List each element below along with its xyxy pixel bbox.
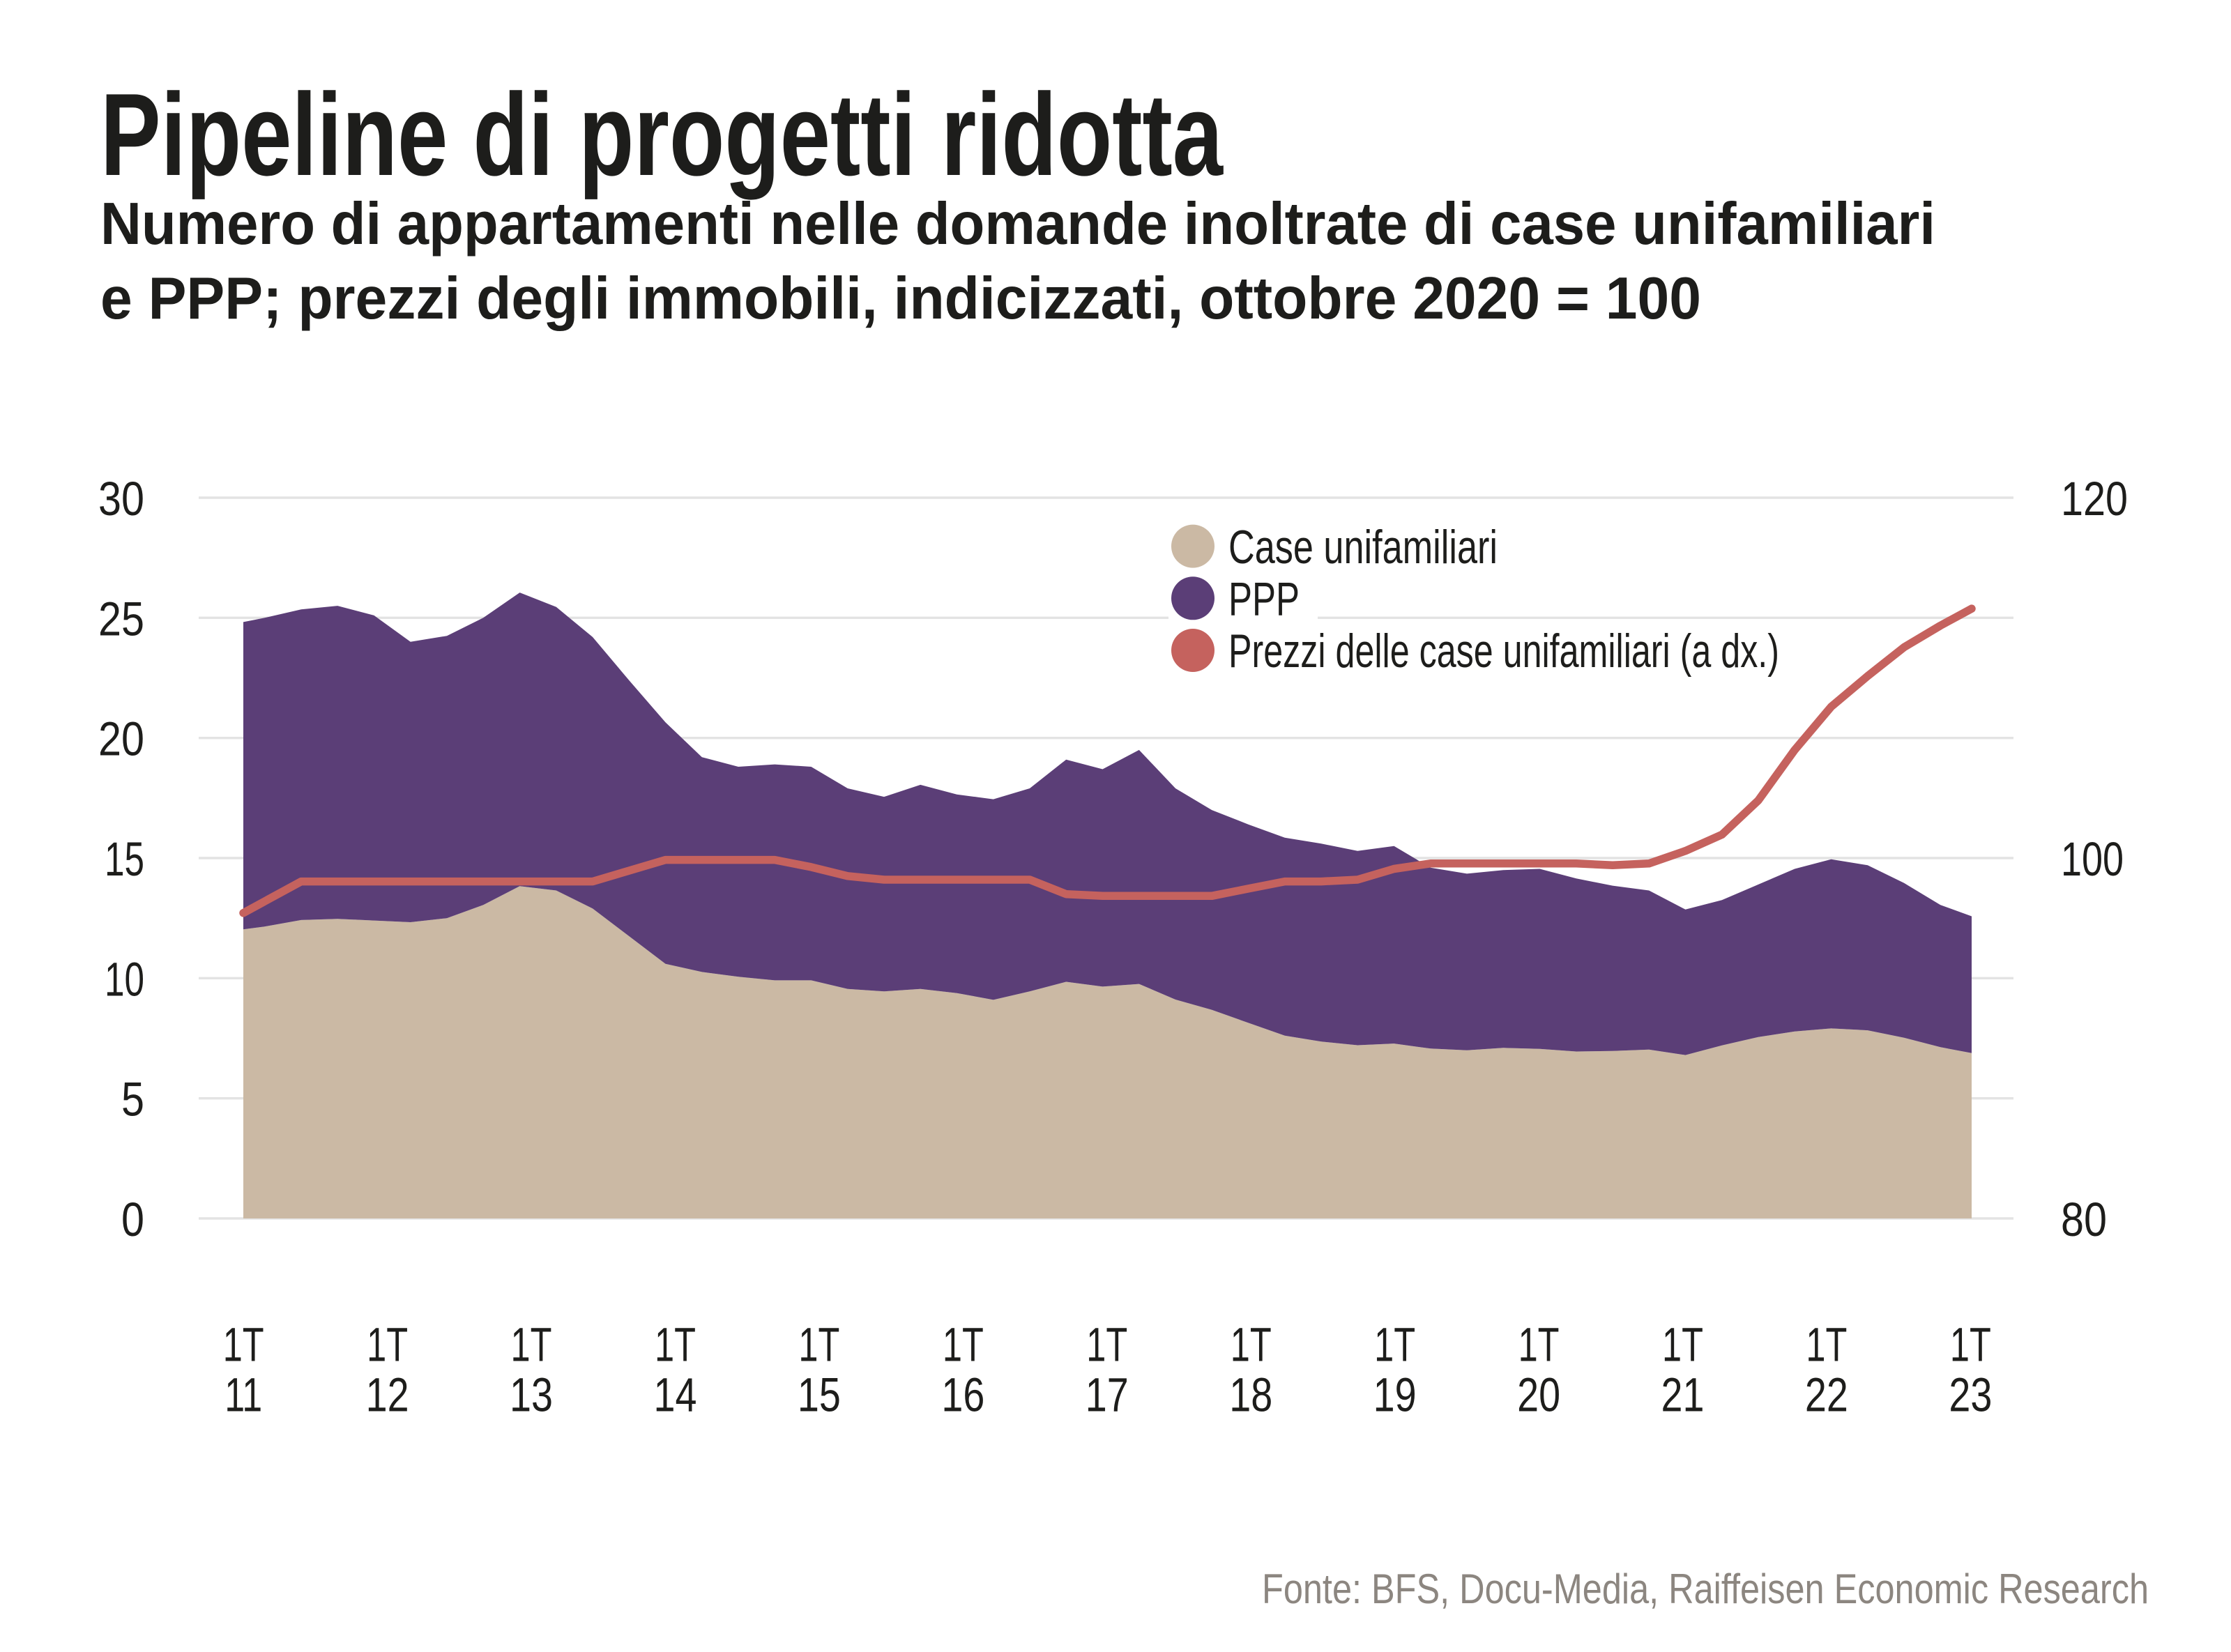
svg-text:80: 80 [2061, 1193, 2107, 1246]
svg-text:22: 22 [1805, 1368, 1848, 1422]
svg-text:23: 23 [1949, 1368, 1992, 1422]
svg-text:e PPP; prezzi degli immobili,: e PPP; prezzi degli immobili, indicizzat… [100, 266, 1701, 332]
svg-text:16: 16 [941, 1368, 984, 1422]
svg-text:1T: 1T [1950, 1318, 1991, 1372]
svg-text:1T: 1T [1374, 1318, 1415, 1372]
svg-text:1T: 1T [1662, 1318, 1703, 1372]
svg-text:1T: 1T [1086, 1318, 1127, 1372]
svg-text:Pipeline di progetti ridotta: Pipeline di progetti ridotta [100, 69, 1224, 200]
svg-text:120: 120 [2061, 472, 2128, 526]
svg-text:20: 20 [98, 712, 144, 766]
svg-text:19: 19 [1373, 1368, 1417, 1422]
svg-text:1T: 1T [1231, 1318, 1272, 1372]
svg-text:1T: 1T [1518, 1318, 1560, 1372]
svg-text:1T: 1T [943, 1318, 984, 1372]
svg-text:15: 15 [105, 832, 144, 886]
svg-text:14: 14 [653, 1368, 696, 1422]
svg-text:25: 25 [98, 592, 144, 645]
svg-text:Case unifamiliari: Case unifamiliari [1228, 521, 1498, 574]
svg-text:12: 12 [366, 1368, 409, 1422]
svg-text:18: 18 [1229, 1368, 1272, 1422]
svg-text:21: 21 [1661, 1368, 1705, 1422]
svg-text:1T: 1T [655, 1318, 696, 1372]
svg-text:100: 100 [2061, 832, 2124, 886]
svg-text:Numero di appartamenti nelle d: Numero di appartamenti nelle domande ino… [100, 191, 1935, 257]
svg-text:30: 30 [98, 472, 144, 526]
svg-text:10: 10 [105, 952, 144, 1006]
svg-text:PPP: PPP [1228, 573, 1300, 626]
svg-text:1T: 1T [223, 1318, 264, 1372]
svg-text:5: 5 [121, 1073, 144, 1126]
svg-text:11: 11 [224, 1368, 262, 1422]
svg-text:1T: 1T [511, 1318, 552, 1372]
svg-text:1T: 1T [1806, 1318, 1847, 1372]
svg-text:13: 13 [510, 1368, 553, 1422]
svg-text:Fonte: BFS, Docu-Media, Raiffe: Fonte: BFS, Docu-Media, Raiffeisen Econo… [1262, 1566, 2149, 1612]
svg-text:20: 20 [1517, 1368, 1560, 1422]
svg-text:0: 0 [121, 1193, 144, 1246]
svg-text:17: 17 [1086, 1368, 1129, 1422]
svg-text:15: 15 [798, 1368, 841, 1422]
svg-text:1T: 1T [798, 1318, 839, 1372]
svg-text:1T: 1T [367, 1318, 408, 1372]
svg-text:Prezzi delle case unifamiliari: Prezzi delle case unifamiliari (a dx.) [1228, 625, 1779, 678]
